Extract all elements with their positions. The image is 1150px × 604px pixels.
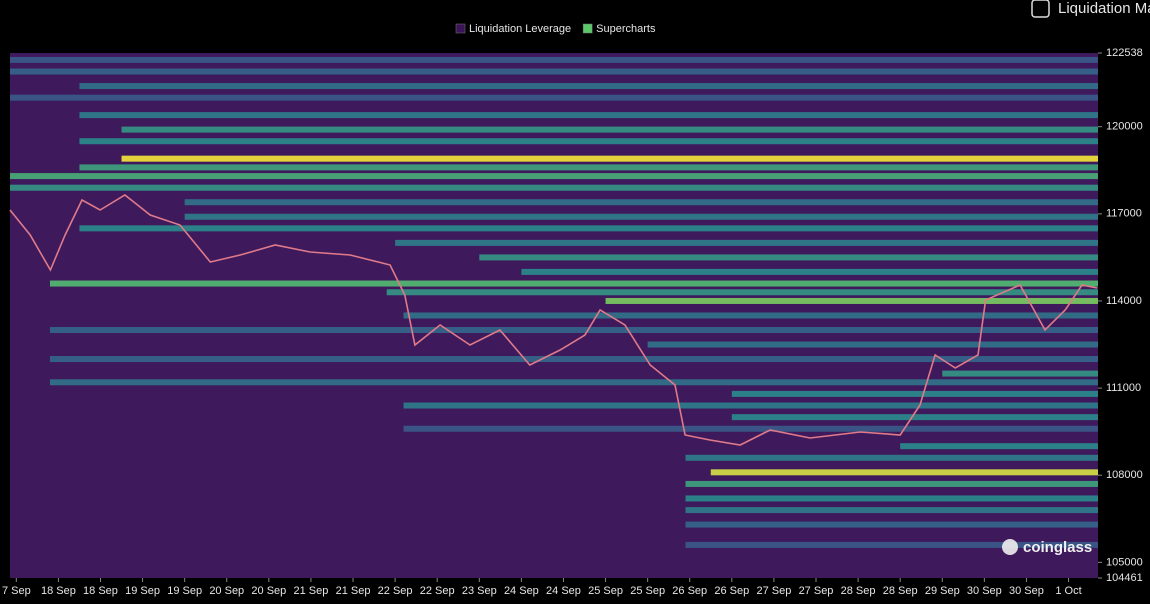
liquidation-band	[79, 83, 1099, 90]
watermark-icon	[1002, 539, 1018, 555]
y-tick-label: 114000	[1106, 295, 1142, 307]
x-tick-label: 30 Sep	[967, 585, 1002, 597]
toggle-checkbox[interactable]	[1031, 0, 1050, 18]
y-tick-label: 104461	[1106, 572, 1143, 584]
liquidation-band	[10, 68, 1098, 75]
x-tick-label: 22 Sep	[420, 585, 455, 597]
liquidation-band	[403, 312, 1098, 319]
liquidation-band	[49, 327, 1099, 334]
liquidation-band	[79, 138, 1099, 145]
y-tick-label: 120000	[1106, 121, 1143, 133]
liquidation-band	[403, 402, 1098, 409]
y-tick-label: 111000	[1106, 382, 1141, 394]
liquidation-band	[10, 56, 1098, 63]
liquidation-band	[710, 469, 1098, 476]
x-tick-label: 21 Sep	[293, 585, 328, 597]
x-tick-label: 28 Sep	[841, 585, 876, 597]
liquidation-band	[386, 289, 1099, 296]
liquidation-band	[521, 268, 1098, 275]
x-tick-label: 30 Sep	[1009, 585, 1044, 597]
liquidation-band	[10, 173, 1098, 180]
liquidation-band	[79, 225, 1099, 232]
liquidation-band	[395, 239, 1098, 246]
x-tick-label: 28 Sep	[883, 585, 918, 597]
liquidation-band	[685, 495, 1098, 502]
x-tick-label: 25 Sep	[588, 585, 623, 597]
liquidation-band	[479, 254, 1098, 261]
x-tick-label: 22 Sep	[378, 585, 413, 597]
x-tick-label: 20 Sep	[209, 585, 244, 597]
x-tick-label: 18 Sep	[41, 585, 76, 597]
y-tick-label: 105000	[1106, 556, 1143, 568]
watermark: coinglass	[1023, 539, 1092, 556]
toggle-label[interactable]: Liquidation Ma	[1058, 0, 1150, 17]
liquidation-band	[184, 213, 1098, 220]
x-tick-label: 19 Sep	[167, 585, 202, 597]
liquidation-band	[685, 454, 1098, 461]
x-tick-label: 21 Sep	[336, 585, 371, 597]
liquidation-band	[900, 443, 1098, 450]
liquidation-band	[121, 155, 1099, 162]
liquidation-band	[79, 164, 1099, 171]
x-tick-label: 18 Sep	[83, 585, 118, 597]
liquidation-band	[731, 390, 1098, 397]
legend-swatch	[582, 23, 593, 34]
y-tick-label: 117000	[1106, 208, 1142, 220]
y-tick-label: 108000	[1106, 469, 1143, 481]
legend-label: Liquidation Leverage	[469, 23, 571, 35]
liquidation-band	[647, 341, 1098, 348]
x-tick-label: 20 Sep	[251, 585, 286, 597]
liquidation-band	[685, 541, 1098, 548]
liquidation-band	[184, 199, 1098, 206]
x-tick-label: 27 Sep	[799, 585, 834, 597]
x-tick-label: 7 Sep	[2, 585, 31, 597]
liquidation-band	[685, 480, 1098, 487]
liquidation-band	[10, 184, 1098, 191]
liquidation-band	[685, 521, 1098, 528]
x-tick-label: 29 Sep	[925, 585, 960, 597]
liquidation-band	[942, 370, 1098, 377]
liquidation-band	[10, 94, 1098, 101]
liquidation-band	[49, 280, 1099, 287]
x-tick-label: 1 Oct	[1055, 585, 1081, 597]
x-tick-label: 24 Sep	[504, 585, 539, 597]
liquidation-band	[121, 126, 1099, 133]
price-line	[9, 194, 1098, 446]
x-tick-label: 19 Sep	[125, 585, 160, 597]
liquidation-band	[49, 379, 1099, 386]
legend-label: Supercharts	[596, 23, 656, 35]
legend-swatch	[455, 23, 466, 34]
liquidation-band	[731, 414, 1098, 421]
x-tick-label: 26 Sep	[714, 585, 749, 597]
liquidation-band	[605, 297, 1098, 304]
x-tick-label: 23 Sep	[462, 585, 497, 597]
x-tick-label: 27 Sep	[756, 585, 791, 597]
x-tick-label: 24 Sep	[546, 585, 581, 597]
x-tick-label: 26 Sep	[672, 585, 707, 597]
x-tick-label: 25 Sep	[630, 585, 665, 597]
liquidation-band	[79, 112, 1099, 119]
liquidation-band	[403, 425, 1098, 432]
liquidation-band	[49, 356, 1099, 363]
liquidation-band	[685, 507, 1098, 514]
y-tick-label: 122538	[1106, 47, 1143, 59]
